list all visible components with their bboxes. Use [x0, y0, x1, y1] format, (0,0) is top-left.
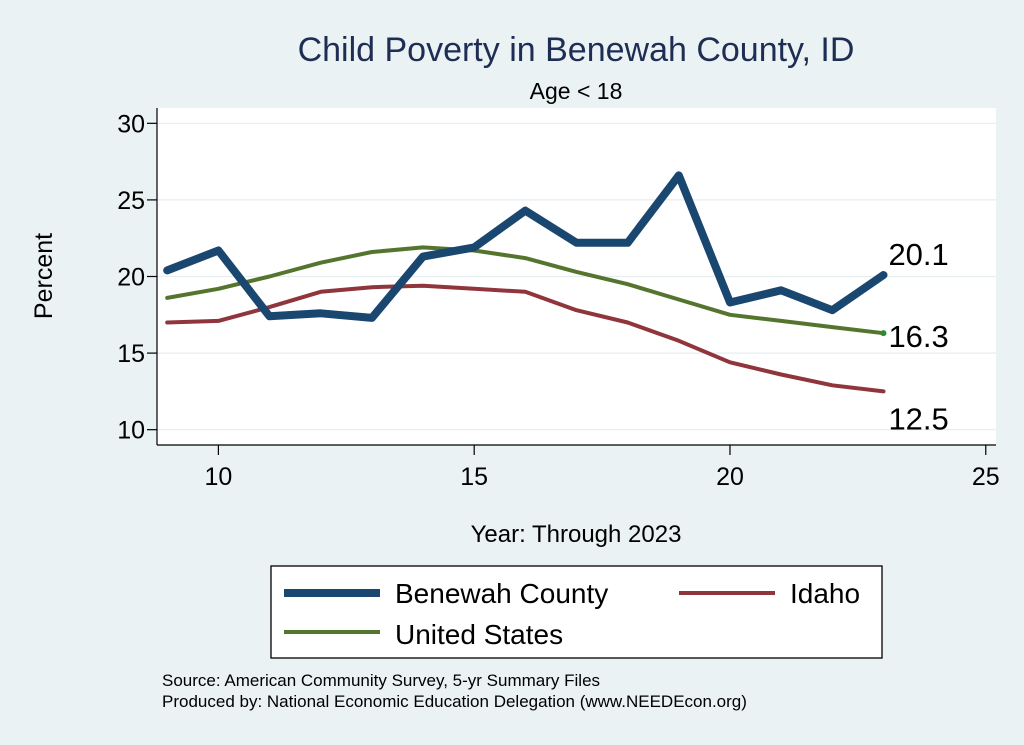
- x-tick-label: 10: [204, 463, 232, 491]
- series-line-benewah-county: [163, 171, 888, 322]
- x-tick-label: 25: [972, 463, 1000, 491]
- legend-label-benewah-county: Benewah County: [395, 578, 608, 609]
- chart-subtitle: Age < 18: [530, 78, 623, 104]
- series-end-marker: [880, 330, 887, 337]
- x-axis-label: Year: Through 2023: [471, 521, 682, 548]
- y-tick-label: 10: [117, 417, 145, 445]
- end-label-benewah-county: 20.1: [888, 237, 948, 272]
- end-label-united-states: 16.3: [888, 319, 948, 354]
- axes: 10 15 20 25 30 10 15 20 25: [117, 108, 1000, 491]
- series-line-idaho: [165, 283, 886, 394]
- x-tick-label: 20: [716, 463, 744, 491]
- series-line-united-states: [165, 245, 886, 336]
- chart-title: Child Poverty in Benewah County, ID: [298, 31, 855, 69]
- end-label-idaho: 12.5: [888, 401, 948, 436]
- produced-by-note: Produced by: National Economic Education…: [162, 692, 747, 711]
- legend-label-united-states: United States: [395, 619, 563, 650]
- y-tick-label: 25: [117, 187, 145, 215]
- legend-box: [270, 565, 883, 659]
- legend: Benewah County Idaho United States: [270, 565, 883, 659]
- y-axis-label: Percent: [30, 233, 58, 319]
- gridlines: [157, 122, 996, 431]
- legend-label-idaho: Idaho: [790, 578, 860, 609]
- end-labels: 20.1 12.5 16.3: [888, 237, 948, 436]
- series-lines: [163, 171, 888, 394]
- y-tick-label: 20: [117, 264, 145, 292]
- x-tick-label: 15: [460, 463, 488, 491]
- y-tick-label: 15: [117, 340, 145, 368]
- source-note: Source: American Community Survey, 5-yr …: [162, 671, 601, 690]
- y-tick-label: 30: [117, 110, 145, 138]
